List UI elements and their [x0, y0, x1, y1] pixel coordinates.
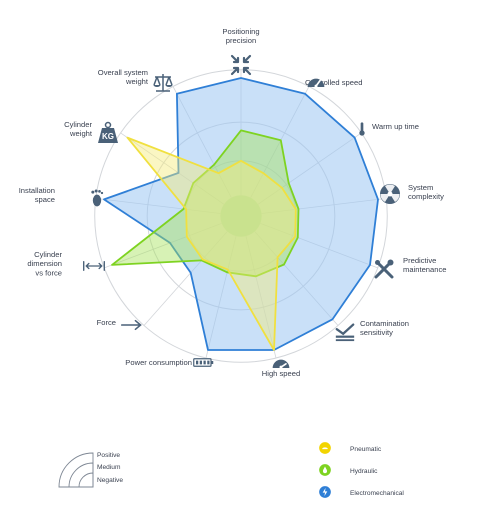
ring-legend-arc — [68, 462, 94, 488]
axis-label-text: space — [35, 195, 55, 204]
ring-legend-label: Negative — [97, 477, 123, 484]
axis-label-text: System — [408, 183, 433, 192]
contamination-icon — [334, 323, 356, 342]
double-arrow-icon — [83, 261, 105, 271]
axis-label-text: Cylinder — [64, 120, 92, 129]
legend-label: Electromechanical — [350, 490, 404, 497]
ring-legend: Positive Medium Negative — [58, 452, 123, 488]
axis-label-3: Warm up time — [359, 122, 419, 136]
force-arrow-icon — [120, 319, 142, 331]
axis-label-text: sensitivity — [360, 328, 393, 337]
axis-label-text: Installation — [19, 186, 55, 195]
series-electromechanical-area — [103, 77, 379, 351]
footprint-icon — [91, 189, 104, 207]
ring-legend-arc — [58, 452, 94, 488]
axis-label-text: complexity — [408, 192, 444, 201]
axis-label-9: Force — [97, 318, 142, 331]
axis-label-text: Force — [97, 318, 116, 327]
axis-label-text: precision — [226, 36, 256, 45]
legend-item-pneumatic: Pneumatic — [319, 442, 382, 454]
legend-item-hydraulic: Hydraulic — [319, 464, 378, 476]
axis-label-7: High speed — [262, 358, 300, 378]
high-speed-gauge-icon — [271, 358, 291, 370]
series-pneumatic-area — [126, 136, 297, 351]
kg-weight-icon — [97, 121, 119, 144]
axis-label-text: Power consumption — [125, 358, 192, 367]
axis-label-text: Warm up time — [372, 122, 419, 131]
axis-label-text: Cylinder — [34, 250, 62, 259]
ring-legend-label: Medium — [97, 464, 121, 471]
axis-label-text: weight — [125, 77, 149, 86]
ring-legend-arc — [78, 472, 94, 488]
axis-label-text: Controlled speed — [305, 78, 362, 87]
axis-label-text: Overall system — [98, 68, 148, 77]
legend-item-electromechanical: Electromechanical — [319, 486, 404, 498]
axis-label-text: vs force — [35, 268, 62, 277]
axis-label-2: Controlled speed — [305, 77, 362, 89]
legend-label: Pneumatic — [350, 446, 382, 453]
axis-label-text: maintenance — [403, 265, 446, 274]
hydraulic-drop-icon — [319, 464, 331, 476]
battery-icon — [193, 358, 214, 367]
thermometer-icon — [359, 122, 365, 136]
axis-label-text: weight — [69, 129, 93, 138]
radar-series — [103, 77, 379, 351]
axis-label-text: Positioning — [222, 27, 259, 36]
axis-label-8: Power consumption — [125, 358, 214, 367]
axis-label-text: dimension — [27, 259, 62, 268]
legend-label: Hydraulic — [350, 468, 378, 475]
axis-label-text: High speed — [262, 369, 300, 378]
ring-legend-label: Positive — [97, 452, 120, 459]
axis-label-text: Contamination — [360, 319, 409, 328]
axis-label-text: Predictive — [403, 256, 436, 265]
electromechanical-bolt-icon — [319, 486, 331, 498]
series-legend: Pneumatic Hydraulic Electromechanical — [319, 442, 404, 498]
radiation-icon — [380, 184, 400, 204]
pneumatic-drop-icon — [319, 442, 331, 454]
